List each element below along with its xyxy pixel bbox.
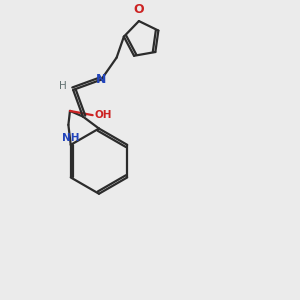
Text: H: H [59, 82, 67, 92]
Text: N: N [96, 73, 106, 86]
Text: NH: NH [62, 133, 80, 143]
Text: OH: OH [95, 110, 112, 120]
Text: O: O [134, 3, 144, 16]
